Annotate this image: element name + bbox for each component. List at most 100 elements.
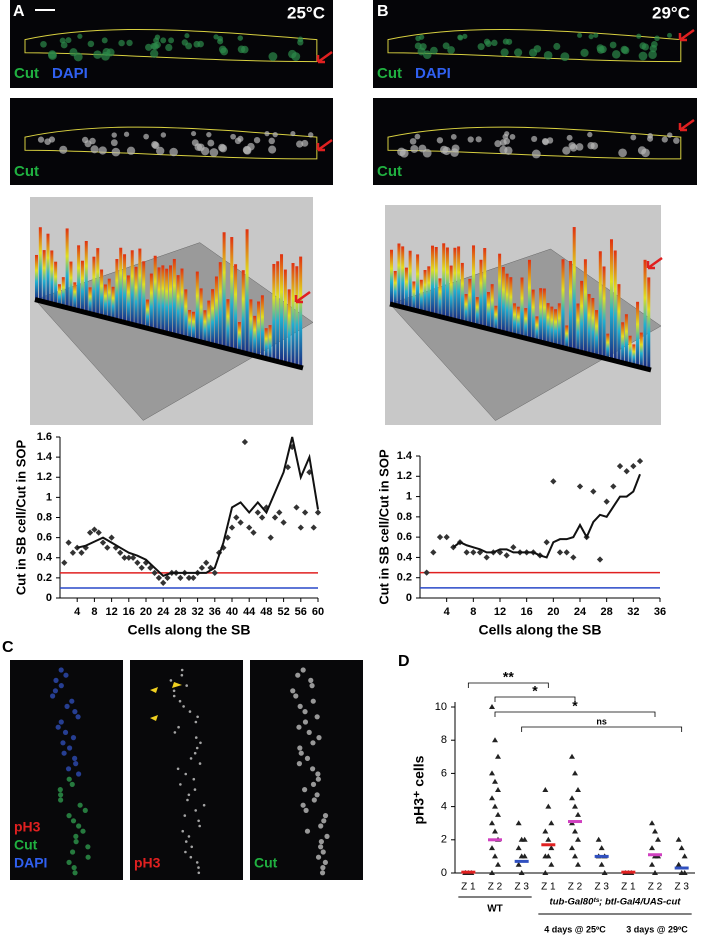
surface-spike [253,315,257,356]
surface-spike [438,278,442,317]
nucleus [77,802,83,808]
surface-spike [442,243,446,318]
nucleus [154,41,161,49]
surface-spike [472,245,476,325]
nucleus [514,48,523,57]
surface-spike [142,261,146,327]
nucleus [310,740,316,746]
data-point [492,737,498,743]
nucleus [253,136,261,144]
x-tick-label: 20 [547,606,559,618]
y-tick-label: 10 [435,701,447,713]
nucleus [187,793,191,797]
scatter-point [636,457,644,465]
nucleus [303,807,309,814]
surface-spike [639,332,643,368]
nucleus [485,40,492,47]
nucleus [457,35,464,41]
nucleus [450,133,457,140]
surface-spike [218,262,222,347]
nucleus [673,137,680,144]
nucleus [566,134,573,141]
nucleus [302,709,308,715]
nucleus [542,138,549,146]
yellow-arrowhead [150,715,158,721]
nucleus [218,143,226,152]
nucleus [399,148,409,158]
nucleus [667,132,673,138]
nucleus [160,132,167,138]
x-tick-label: 8 [470,606,476,618]
nucleus [69,849,76,855]
surface-spike [613,250,617,361]
red-arrow [678,28,695,42]
surface-spike [516,306,520,337]
x-tick-label: 12 [494,606,506,618]
x-tick-label: 44 [243,606,256,618]
group-label: 3 days @ 29ºC [626,924,688,934]
group-label: 4 days @ 25ºC [544,924,606,934]
nucleus [190,845,194,849]
surface-spike [107,278,111,319]
nucleus [220,47,229,56]
surface-spike [211,289,215,345]
nucleus [315,771,321,777]
panel-label: A [13,3,25,20]
scatter-point [543,539,550,546]
surface-spike [423,269,427,313]
surface-spike [550,306,554,345]
surface-spike [195,271,199,341]
nucleus [52,688,59,694]
data-point [518,870,525,875]
scatter-point [228,524,236,531]
nucleus [179,783,182,786]
nucleus [63,672,69,678]
nucleus [293,693,299,699]
nucleus [297,745,303,751]
surface-spike [632,344,636,366]
data-point [521,836,528,842]
scatter-point [129,554,137,561]
surface-edge [389,301,652,373]
nucleus [209,148,219,157]
surface-spike [100,269,104,317]
scatter-point [134,559,141,566]
surface-spike [96,248,100,316]
surface-spike [191,311,195,340]
nucleus [195,861,199,864]
nucleus [593,32,599,38]
surface-spike [280,254,284,363]
significance-bracket [521,726,683,732]
x-tick-label: 24 [574,606,587,618]
scatter-point [271,514,279,521]
x-tick-label: Z 2 [488,882,503,893]
nucleus [290,688,296,694]
surface-spike [245,229,249,354]
red-arrow [678,118,695,132]
significance-bracket [494,696,576,702]
surface-spike [161,265,165,332]
nucleus [110,139,118,147]
surface-spike [50,250,54,304]
y-tick-label: 1.4 [37,451,53,463]
nucleus [37,136,45,143]
significance-label: ns [596,716,607,726]
y-tick-label: 1.2 [397,470,412,482]
nucleus [436,137,444,144]
surface-spike [557,303,561,347]
nucleus [180,673,184,677]
nucleus [58,792,64,798]
surface-spike [587,294,591,354]
data-point [495,787,501,792]
data-point [649,861,655,867]
surface-spike [153,255,157,330]
data-point [601,870,608,875]
nucleus [462,33,468,39]
nucleus [213,34,219,40]
nucleus [300,667,306,673]
surface-spike [115,259,119,321]
nucleus [577,32,583,38]
nucleus [237,35,244,41]
nucleus [90,145,99,154]
surface-spike [445,247,449,319]
